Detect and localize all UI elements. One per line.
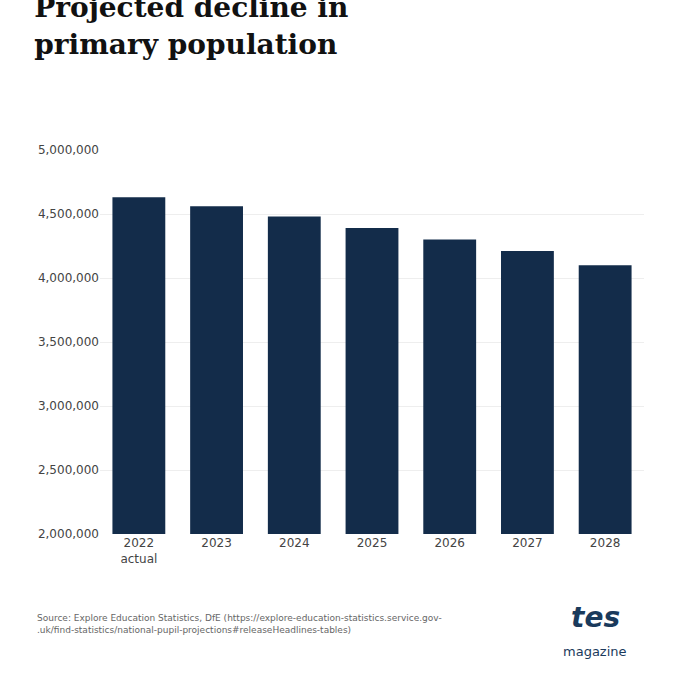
svg-text:4,500,000: 4,500,000 bbox=[38, 207, 99, 221]
svg-text:magazine: magazine bbox=[563, 644, 627, 659]
svg-text:2025: 2025 bbox=[357, 536, 388, 550]
svg-text:2024: 2024 bbox=[279, 536, 310, 550]
svg-text:2,000,000: 2,000,000 bbox=[38, 527, 99, 541]
svg-text:5,000,000: 5,000,000 bbox=[38, 143, 99, 157]
svg-text:2027: 2027 bbox=[512, 536, 543, 550]
svg-text:2,500,000: 2,500,000 bbox=[38, 463, 99, 477]
svg-text:Projected decline inprimary po: Projected decline inprimary population bbox=[34, 0, 348, 61]
svg-text:4,000,000: 4,000,000 bbox=[38, 271, 99, 285]
svg-text:3,000,000: 3,000,000 bbox=[38, 399, 99, 413]
svg-text:2028: 2028 bbox=[590, 536, 621, 550]
svg-text:3,500,000: 3,500,000 bbox=[38, 335, 99, 349]
svg-text:2023: 2023 bbox=[201, 536, 232, 550]
svg-text:tes: tes bbox=[571, 601, 620, 634]
svg-text:2026: 2026 bbox=[434, 536, 465, 550]
svg-text:Source: Explore Education Stat: Source: Explore Education Statistics, Df… bbox=[37, 613, 442, 635]
svg-text:2022actual: 2022actual bbox=[120, 536, 157, 566]
